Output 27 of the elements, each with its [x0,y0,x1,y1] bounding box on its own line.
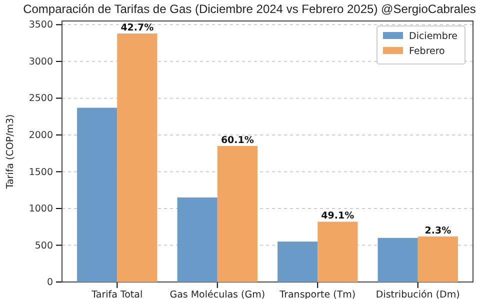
y-tick-label: 0 [46,277,53,288]
y-tick-label: 500 [34,240,53,252]
chart-title: Comparación de Tarifas de Gas (Diciembre 2024 vs Febrero 2025) @SergioCabrales [23,2,476,16]
bar [217,146,258,282]
bar [117,34,158,282]
y-tick-label: 2000 [28,130,53,141]
y-tick-label: 1000 [28,204,53,215]
bar [77,108,118,282]
legend-label: Diciembre [409,31,458,42]
annotation: 49.1% [321,210,355,222]
bar [378,238,418,282]
y-axis-title: Tarifa (COP/m3) [5,114,16,190]
bar [418,236,458,282]
x-tick-label: Gas Moléculas (Gm) [170,290,266,299]
bar [278,242,318,282]
y-tick-label: 2500 [28,93,53,104]
y-tick-label: 1500 [28,166,53,178]
legend-label: Febrero [409,46,446,57]
x-tick-label: Tarifa Total [90,290,143,299]
annotation: 2.3% [424,225,452,236]
bar [177,197,218,282]
y-tick-label: 3000 [28,56,53,68]
x-tick-label: Distribución (Dm) [376,290,460,299]
bar [318,222,358,282]
annotation: 42.7% [120,22,154,34]
y-tick-label: 3500 [28,20,53,31]
annotation: 60.1% [220,134,254,146]
